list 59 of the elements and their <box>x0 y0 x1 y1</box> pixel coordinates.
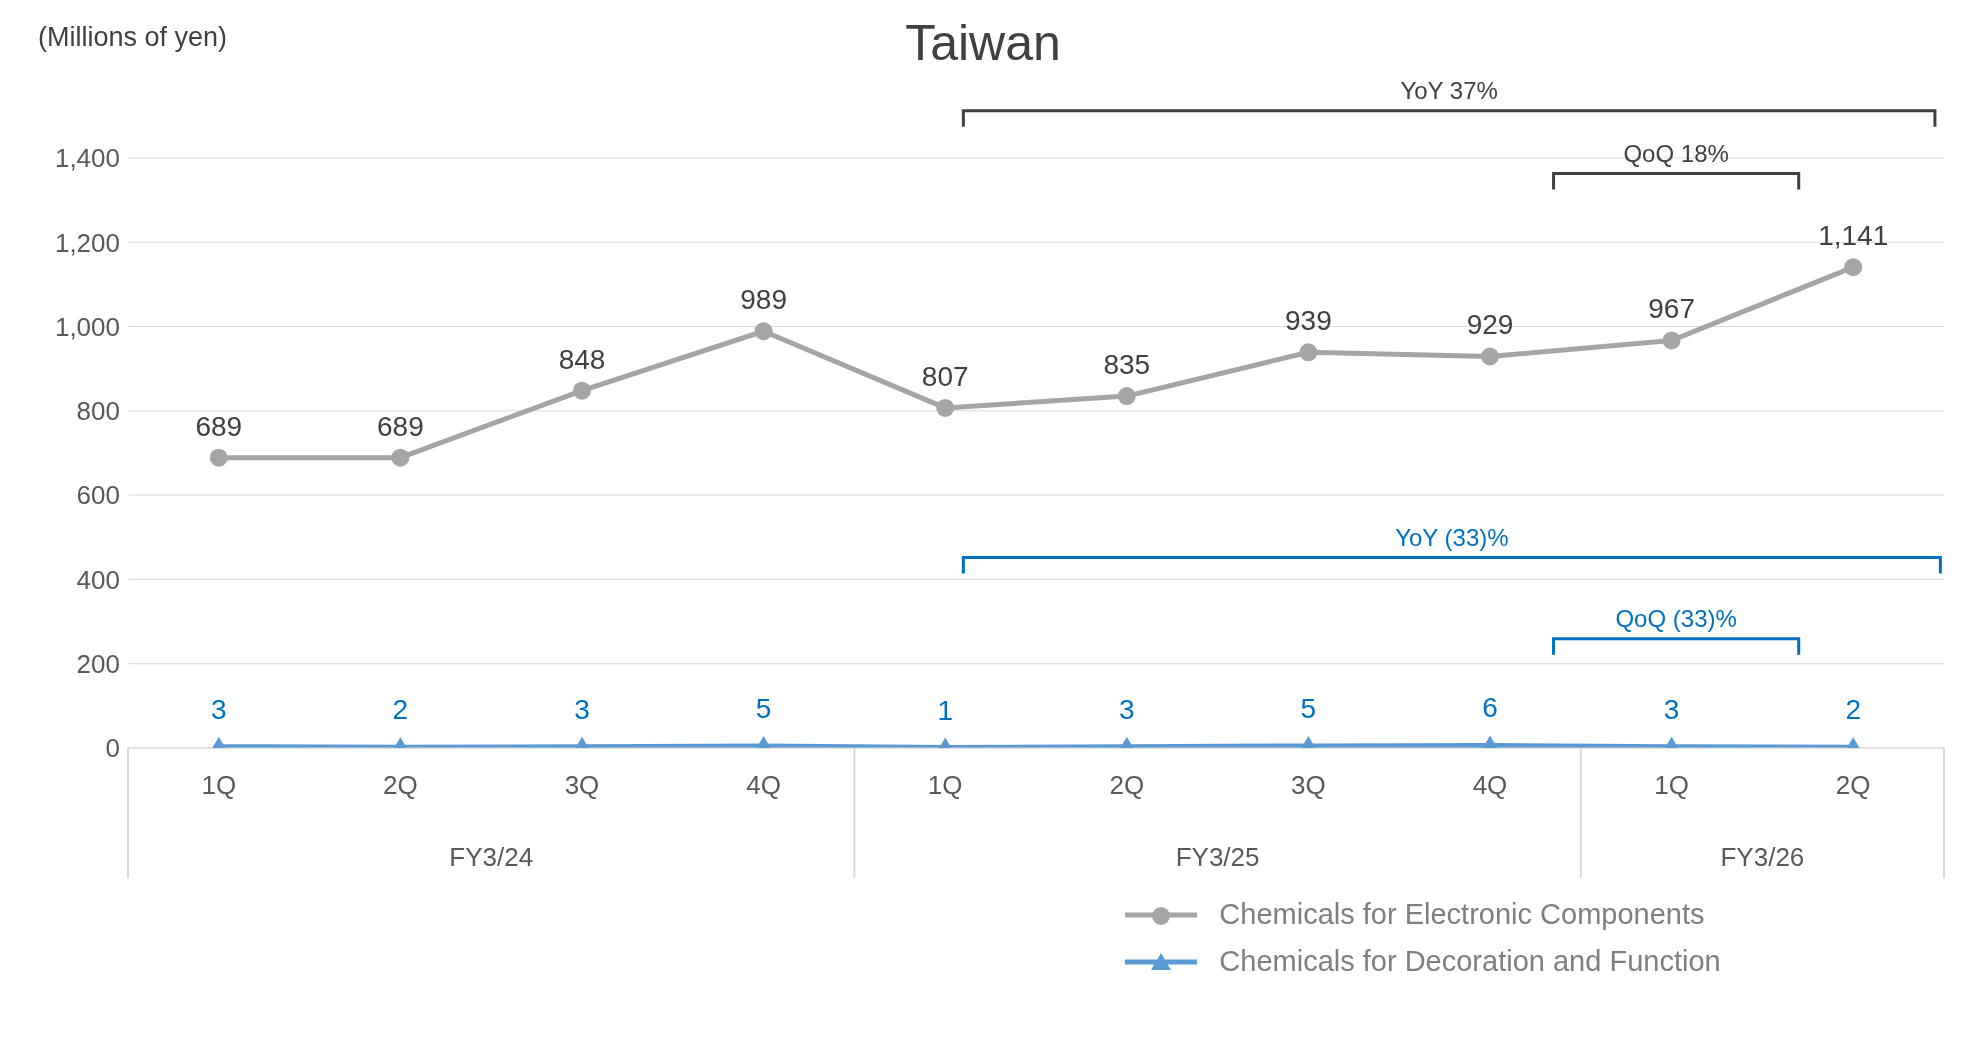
data-label: 989 <box>740 284 787 316</box>
data-label: 929 <box>1466 309 1514 341</box>
y-tick-label: 200 <box>76 648 120 679</box>
data-label: 967 <box>1648 293 1695 325</box>
data-label: 5 <box>755 692 772 724</box>
y-tick-label: 1,400 <box>54 143 120 174</box>
data-label: 3 <box>211 693 227 725</box>
legend-label: Chemicals for Electronic Components <box>1219 898 1705 931</box>
point <box>1481 347 1499 366</box>
y-tick-label: 0 <box>105 733 120 764</box>
x-tick-label: 2Q <box>1109 770 1145 801</box>
data-label: 2 <box>392 694 409 726</box>
data-label: 689 <box>195 410 243 442</box>
x-tick-label: 4Q <box>1472 770 1508 801</box>
x-tick-label: 1Q <box>1654 770 1689 801</box>
x-tick-label: 3Q <box>1291 770 1326 801</box>
point <box>1299 343 1318 362</box>
point <box>754 322 773 341</box>
data-label: 3 <box>1119 693 1135 725</box>
point <box>573 381 591 400</box>
y-tick-label: 400 <box>76 564 120 595</box>
data-label: 835 <box>1103 349 1151 381</box>
y-tick-label: 600 <box>76 480 120 511</box>
data-label: 807 <box>921 360 969 392</box>
text: FY3/24 <box>449 842 534 872</box>
point <box>1117 387 1136 406</box>
text: FY3/26 <box>1720 842 1805 872</box>
point <box>936 398 955 417</box>
x-tick-label: 2Q <box>1835 770 1871 801</box>
point <box>209 448 228 467</box>
y-tick-label: 800 <box>76 396 120 427</box>
data-label: 689 <box>377 410 424 442</box>
point <box>1844 258 1863 277</box>
x-tick-label: 3Q <box>564 770 600 801</box>
x-tick-label: 1Q <box>201 770 237 801</box>
data-label: 5 <box>1300 692 1317 724</box>
y-axis-title: (Millions of yen) <box>38 22 228 52</box>
chart-title: Taiwan <box>905 15 1061 71</box>
legend-label: Chemicals for Decoration and Function <box>1219 945 1721 978</box>
x-tick-label: 2Q <box>383 770 418 801</box>
data-label: 3 <box>1663 693 1680 725</box>
x-tick-label: 4Q <box>746 770 781 801</box>
text: YoY 37% <box>1400 76 1498 104</box>
data-label: 848 <box>558 343 606 375</box>
annotation: QoQ (33)% <box>1615 604 1737 632</box>
data-label: 939 <box>1285 305 1332 337</box>
text: FY3/25 <box>1175 842 1260 872</box>
annotation: YoY (33)% <box>1395 523 1509 551</box>
y-tick-label: 1,000 <box>54 311 120 342</box>
data-label: 1 <box>937 694 953 726</box>
annotation: QoQ 18% <box>1623 139 1729 167</box>
point <box>1662 331 1681 350</box>
data-label: 6 <box>1482 692 1498 724</box>
point <box>391 448 410 467</box>
y-tick-label: 1,200 <box>54 227 120 258</box>
data-label: 1,141 <box>1818 220 1889 252</box>
x-tick-label: 1Q <box>927 770 963 801</box>
data-label: 2 <box>1845 694 1861 726</box>
data-label: 3 <box>574 693 590 725</box>
